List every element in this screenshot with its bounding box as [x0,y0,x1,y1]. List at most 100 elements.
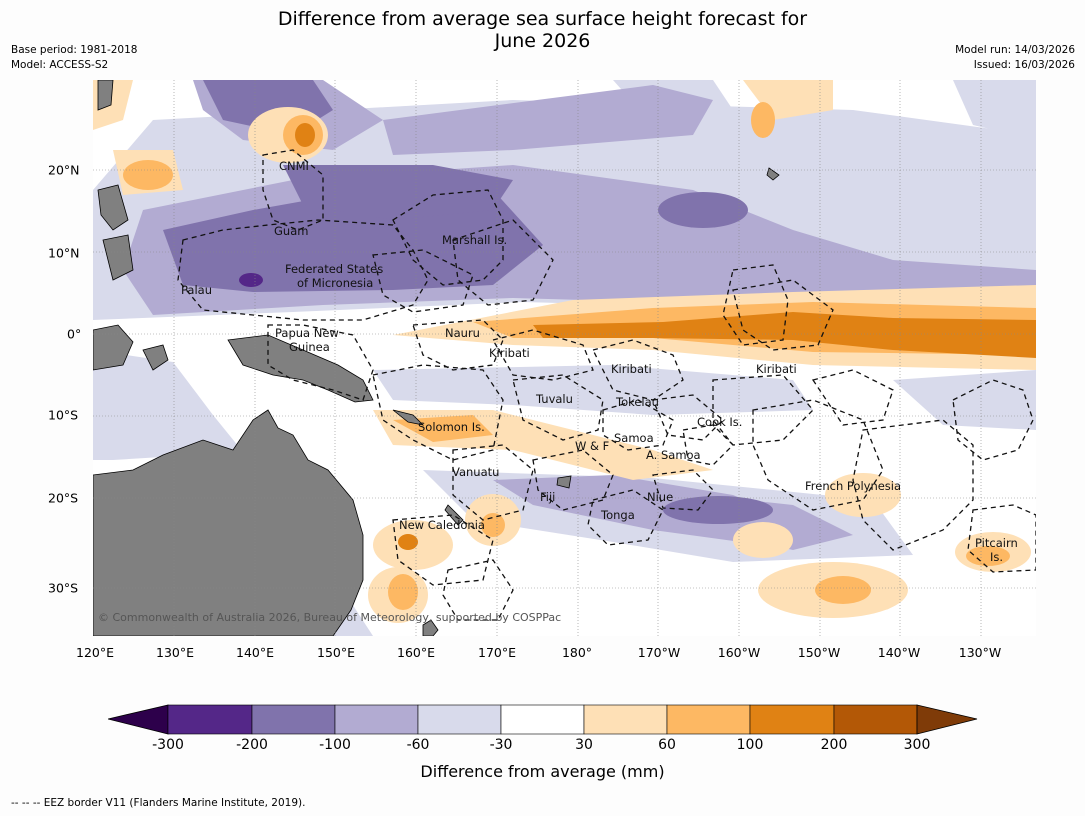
chart-title: Difference from average sea surface heig… [0,8,1085,52]
x-tick: 170°E [477,645,517,660]
label-kiribati-w: Kiribati [489,346,530,360]
land [93,80,780,636]
solomon [392,409,425,426]
colorbar-extend-low [108,704,169,735]
colorbar-bin [251,704,336,735]
x-tick: 150°E [316,645,356,660]
label-kiribati-e: Kiribati [756,362,797,376]
label-palau: Palau [181,283,212,297]
label-marshall: Marshall Is. [442,233,507,247]
new-caledonia [444,504,464,526]
anomaly-dark-orange [295,123,1036,550]
label-fsm-2: of Micronesia [297,276,373,290]
philippines-2 [102,234,134,281]
label-guam: Guam [274,224,308,238]
label-asamoa: A. Samoa [646,448,701,462]
label-solomon: Solomon Is. [418,420,485,434]
fiji [556,475,572,489]
map-panel[interactable]: CNMI Guam Marshall Is. Palau Federated S… [93,80,1036,636]
copyright-notice: © Commonwealth of Australia 2026, Bureau… [98,611,561,624]
model-run: Model run: 14/03/2026 [955,44,1075,56]
x-tick: 180° [561,645,593,660]
x-tick: 160°W [717,645,761,660]
colorbar-label: Difference from average (mm) [420,762,665,781]
colorbar-tick: -100 [319,737,351,753]
colorbar-extend-high [916,704,978,735]
eez-footnote: -- -- -- EEZ border V11 (Flanders Marine… [11,797,306,809]
x-tick: 140°W [877,645,921,660]
anomaly-darkest-purple [239,273,263,287]
x-tick: 120°E [75,645,115,660]
base-period: Base period: 1981-2018 [11,44,138,56]
colorbar-bin [583,704,668,735]
label-cook: Cook Is. [697,415,742,429]
x-tick: 170°W [637,645,681,660]
label-tonga: Tonga [600,508,635,522]
y-tick: 20°N [48,162,80,178]
issued-date: Issued: 16/03/2026 [973,59,1075,71]
borneo-sulawesi [93,324,134,371]
colorbar-tick: 300 [903,737,931,753]
x-tick: 150°W [797,645,841,660]
label-french-polynesia: French Polynesia [805,479,901,493]
label-niue: Niue [647,490,673,504]
label-new-caledonia: New Caledonia [399,518,485,532]
label-cnmi: CNMI [279,159,309,173]
sulawesi [142,344,169,371]
eez-borders [177,149,1036,621]
hawaii [766,167,780,181]
colorbar-bin [417,704,502,735]
x-tick: 130°E [155,645,195,660]
y-tick: 20°S [48,490,79,506]
colorbar-bin [500,704,585,735]
new-zealand [422,619,439,636]
taiwan [97,80,114,111]
colorbar-bin [833,704,918,735]
label-png-1: Papua New [275,326,339,340]
meta-left: Base period: 1981-2018 Model: ACCESS-S2 [11,43,137,73]
colorbar-tick: -300 [152,737,184,753]
colorbar-bin [666,704,751,735]
x-tick: 130°W [958,645,1002,660]
label-fsm-1: Federated States [285,262,383,276]
colorbar [108,704,978,735]
label-pitcairn-1: Pitcairn [975,536,1018,550]
new-guinea [227,334,374,403]
philippines-1 [97,184,129,231]
label-nauru: Nauru [445,326,480,340]
meta-right: Model run: 14/03/2026 Issued: 16/03/2026 [955,43,1075,73]
y-tick: 10°N [48,245,80,261]
label-tuvalu: Tuvalu [535,392,573,406]
x-tick: 140°E [235,645,275,660]
label-wf: W & F [575,439,609,453]
map-svg: CNMI Guam Marshall Is. Palau Federated S… [93,80,1036,636]
region-labels: CNMI Guam Marshall Is. Palau Federated S… [98,159,1018,624]
colorbar-tick: -60 [406,737,430,753]
colorbar-tick: 100 [736,737,764,753]
label-pitcairn-2: Is. [990,550,1003,564]
label-tokelau: Tokelau [615,395,659,409]
colorbar-tick: -30 [489,737,513,753]
colorbar-tick: 60 [658,737,676,753]
colorbar-tick: 200 [820,737,848,753]
australia [93,409,364,636]
anomaly-dark-purple [163,80,773,524]
colorbar-tick: 30 [575,737,593,753]
label-kiribati-c: Kiribati [611,362,652,376]
title-line-1: Difference from average sea surface heig… [277,8,808,30]
y-tick: 0° [67,326,82,342]
graticule [93,80,1036,636]
colorbar-tick: -200 [236,737,268,753]
title-line-2: June 2026 [494,30,591,52]
colorbar-bin [167,704,253,735]
label-png-2: Guinea [289,340,330,354]
y-tick: 30°S [48,580,79,596]
label-vanuatu: Vanuatu [452,465,499,479]
y-tick: 10°S [48,407,79,423]
colorbar-bin [334,704,419,735]
label-samoa: Samoa [614,431,654,445]
model-name: Model: ACCESS-S2 [11,59,109,71]
label-fiji: Fiji [540,490,555,504]
colorbar-bin [749,704,835,735]
x-tick: 160°E [396,645,436,660]
